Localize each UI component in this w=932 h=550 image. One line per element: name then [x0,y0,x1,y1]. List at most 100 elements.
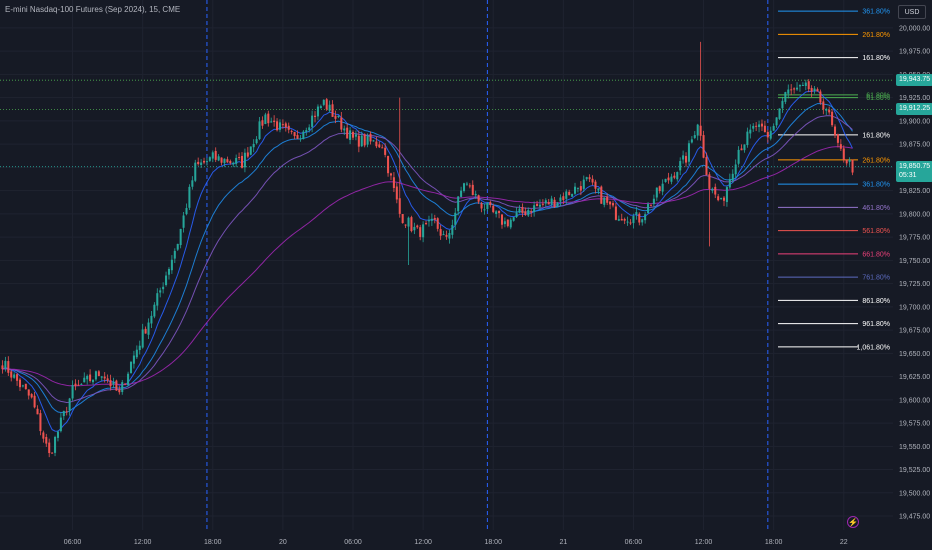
candle-body [191,180,194,187]
candle-body [141,329,144,348]
candle-body [714,186,717,195]
candle-body [541,203,544,205]
candle-body [118,389,121,393]
candle-body [325,99,328,110]
candle-body [51,452,54,454]
price-axis[interactable]: 20,000.0019,975.0019,950.0019,925.0019,9… [899,25,930,520]
candle-body [334,115,337,119]
x-tick-label: 06:00 [625,539,643,546]
candle-body [731,173,734,181]
candle-body [515,212,518,218]
candle-body [597,188,600,191]
candle-body [571,194,574,197]
candle-body [544,200,547,204]
candle-body [614,206,617,220]
candle-body [167,268,170,275]
y-tick-label: 19,625.00 [899,374,930,381]
y-tick-label: 19,875.00 [899,142,930,149]
candle-body [398,198,401,214]
candle-body [568,191,571,196]
candle-body [316,106,319,117]
candle-body [24,383,27,390]
candle-body [796,87,799,90]
candle-body [273,120,276,122]
candle-body [83,377,86,383]
candle-body [208,157,211,161]
candle-body [389,173,393,176]
candle-body [42,432,45,439]
candle-body [831,111,834,126]
candle-body [492,205,495,213]
candle-body [784,92,787,102]
candle-body [106,378,109,381]
candle-body [115,380,118,391]
candle-body [129,361,133,374]
fib-level-label: 61.80% [866,95,890,102]
candle-body [565,191,568,199]
fib-level-label: 61.80% [866,92,890,99]
candle-body [664,178,667,183]
lightning-icon[interactable]: ⚡ [847,516,859,528]
candle-body [836,134,839,143]
session-breaks [206,0,769,530]
candle-body [582,179,585,189]
candle-body [839,144,842,149]
candle-body [188,186,191,208]
candle-body [851,159,854,173]
candle-body [676,172,679,180]
time-axis[interactable]: 06:00 12:00 18:00 20 06:00 12:00 18:00 21 06:00 1… [64,539,848,546]
y-tick-label: 19,700.00 [899,304,930,311]
candle-body [503,221,506,225]
fib-level-label: 261.80% [862,32,890,39]
candle-body [538,204,541,207]
candle-body [86,375,89,380]
candle-body [465,183,468,185]
candle-body [793,88,796,90]
candle-body [319,106,322,109]
y-tick-label: 19,475.00 [899,514,930,521]
candle-body [68,398,71,411]
candle-body [547,202,550,205]
candle-body [766,131,769,138]
currency-button[interactable]: USD [898,5,926,19]
candle-body [363,134,366,146]
candle-body [255,139,258,144]
y-tick-label: 20,000.00 [899,25,930,32]
candle-body [576,187,579,189]
candle-body [343,128,346,131]
candle-body [457,196,460,212]
candle-body [258,121,261,140]
candle-body [205,161,208,163]
candle-body [284,123,287,128]
candle-body [644,214,647,221]
candle-body [632,215,635,224]
candle-body [401,214,404,224]
candle-body [416,225,419,228]
candle-body [238,157,241,159]
fib-level-label: 361.80% [862,9,890,16]
x-tick-label: 18:00 [204,539,222,546]
candle-body [357,135,360,147]
candle-body [109,380,112,387]
price-lines [0,79,893,168]
candle-body [781,100,784,109]
candle-body [132,355,135,364]
candle-body [21,385,24,387]
candle-body [685,156,688,163]
candle-body [617,219,620,221]
candle-body [673,175,676,178]
candle-body [790,89,793,91]
candle-body [603,197,606,205]
candle-body [65,411,68,413]
candle-body [112,381,115,385]
candle-body [828,109,831,113]
candle-body [483,209,486,211]
candle-body [606,196,609,203]
candle-body [588,177,591,180]
candle-body [743,144,746,151]
candle-body [810,88,813,92]
candle-body [562,196,565,201]
candle-body [328,104,331,111]
candle-body [351,131,355,138]
